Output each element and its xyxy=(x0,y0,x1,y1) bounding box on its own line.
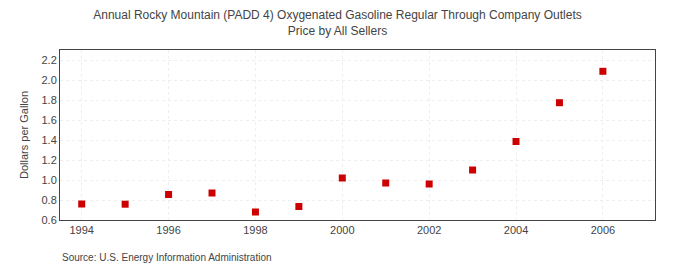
svg-text:Source: U.S. Energy Informatio: Source: U.S. Energy Information Administ… xyxy=(62,252,272,263)
svg-text:2004: 2004 xyxy=(504,224,528,236)
svg-text:0.6: 0.6 xyxy=(42,214,57,226)
svg-text:2.2: 2.2 xyxy=(42,54,57,66)
svg-text:1998: 1998 xyxy=(243,224,267,236)
svg-text:1.8: 1.8 xyxy=(42,94,57,106)
svg-text:1.6: 1.6 xyxy=(42,114,57,126)
svg-text:1.2: 1.2 xyxy=(42,154,57,166)
svg-text:0.8: 0.8 xyxy=(42,194,57,206)
svg-text:2000: 2000 xyxy=(330,224,354,236)
svg-text:1994: 1994 xyxy=(69,224,93,236)
svg-text:1996: 1996 xyxy=(156,224,180,236)
svg-text:Dollars per Gallon: Dollars per Gallon xyxy=(18,91,30,179)
svg-text:1.0: 1.0 xyxy=(42,174,57,186)
svg-text:Annual Rocky Mountain (PADD 4): Annual Rocky Mountain (PADD 4) Oxygenate… xyxy=(93,8,581,38)
svg-text:2006: 2006 xyxy=(591,224,615,236)
svg-text:1.4: 1.4 xyxy=(42,134,57,146)
svg-text:2002: 2002 xyxy=(417,224,441,236)
svg-text:2.0: 2.0 xyxy=(42,74,57,86)
